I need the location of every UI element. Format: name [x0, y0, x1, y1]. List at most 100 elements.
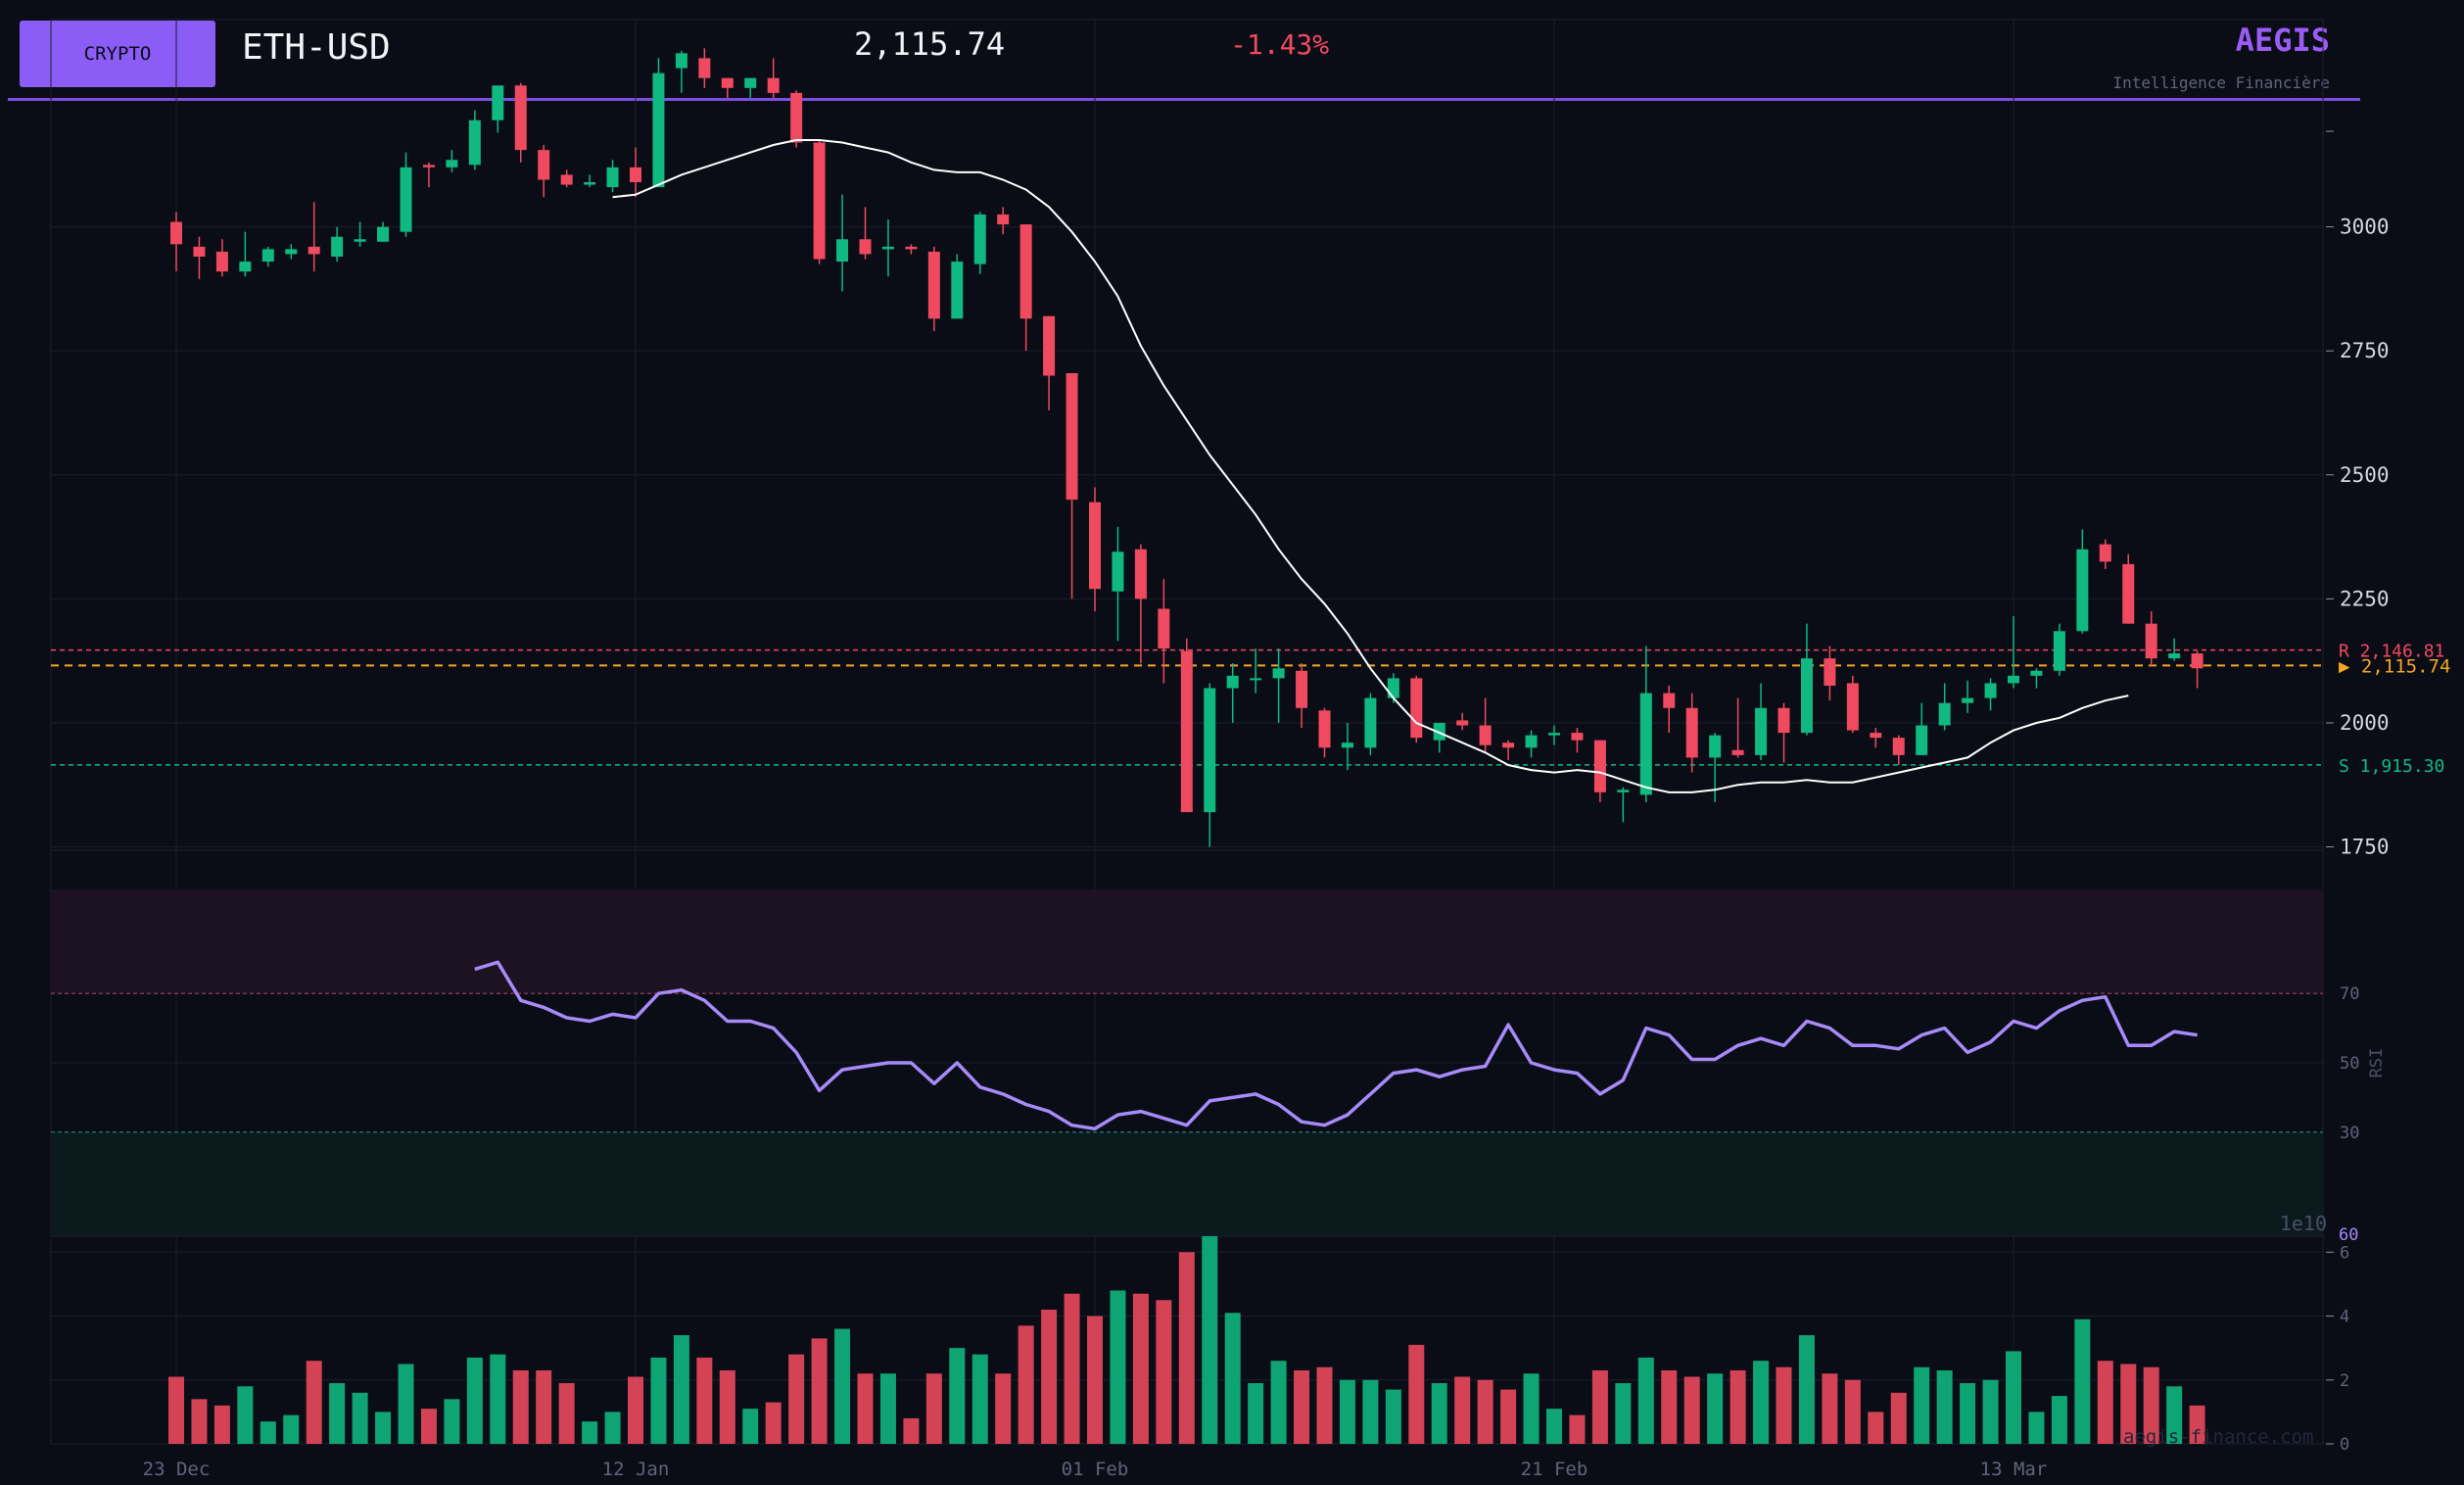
volume-bar	[1960, 1383, 1976, 1444]
candle-body	[1318, 710, 1331, 748]
volume-bar	[673, 1335, 689, 1444]
price-tick-label: 2000	[2340, 711, 2390, 735]
volume-bar	[857, 1373, 874, 1444]
candle-body	[538, 150, 550, 180]
x-tick-label: 01 Feb	[1062, 1459, 1129, 1480]
volume-scale-label: 1e10	[2280, 1212, 2327, 1235]
volume-bar	[1454, 1376, 1471, 1444]
candle-body	[2008, 675, 2019, 684]
volume-bar	[2028, 1412, 2045, 1444]
candle-body	[997, 214, 1010, 225]
candle-body	[377, 226, 390, 242]
candle-body	[1800, 658, 1813, 734]
volume-bar	[191, 1399, 208, 1444]
support-label: S 1,915.30	[2339, 756, 2444, 777]
x-tick-label: 13 Mar	[1980, 1459, 2048, 1480]
moving-average-line	[612, 139, 2129, 793]
volume-bar	[1936, 1369, 1953, 1444]
volume-bar	[2074, 1318, 2091, 1444]
volume-bar	[811, 1338, 828, 1444]
volume-bar	[1591, 1369, 1608, 1444]
candle-body	[1824, 658, 1836, 686]
candle-body	[514, 85, 527, 151]
volume-bar	[1294, 1369, 1310, 1444]
volume-bar	[260, 1421, 276, 1444]
volume-bar	[765, 1402, 782, 1444]
candle-body	[927, 251, 940, 319]
candle-body	[1593, 740, 1606, 792]
candle-body	[1685, 707, 1698, 758]
candle-body	[1916, 725, 1928, 755]
resistance-label: R 2,146.81	[2339, 642, 2444, 662]
volume-bar	[742, 1409, 759, 1444]
volume-current-label: 60	[2339, 1225, 2358, 1245]
volume-bar	[1569, 1414, 1586, 1444]
volume-bar	[420, 1409, 437, 1444]
candle-body	[698, 58, 711, 78]
brand-logo: AEGIS	[2235, 22, 2330, 59]
candle-body	[859, 239, 872, 255]
volume-bar	[536, 1369, 552, 1444]
volume-bar	[1316, 1366, 1333, 1444]
candle-body	[422, 165, 435, 168]
candle-body	[331, 236, 344, 257]
price-tick-label: 2500	[2340, 463, 2390, 487]
volume-bar	[306, 1361, 322, 1444]
candle-body	[492, 85, 504, 120]
candle-body	[2030, 670, 2043, 676]
rsi-overbought-zone	[51, 889, 2323, 994]
candle-body	[721, 77, 734, 88]
volume-bar	[1730, 1369, 1746, 1444]
price-tick-label: 2250	[2340, 587, 2390, 610]
x-tick-label: 21 Feb	[1521, 1459, 1588, 1480]
candle-body	[1089, 502, 1101, 590]
volume-bar	[1202, 1236, 1218, 1444]
volume-bar	[1753, 1361, 1770, 1444]
volume-bar	[1798, 1335, 1815, 1444]
volume-bar	[352, 1392, 368, 1444]
candle-body	[1066, 372, 1078, 501]
candle-body	[446, 160, 458, 168]
candle-body	[2076, 549, 2089, 632]
volume-tick-label: 6	[2340, 1243, 2349, 1263]
candle-body	[1962, 697, 1974, 703]
volume-bar	[1339, 1379, 1355, 1444]
volume-bar	[1224, 1313, 1241, 1444]
candle-body	[630, 167, 641, 183]
candle-body	[1479, 725, 1492, 745]
candle-body	[1709, 735, 1722, 758]
volume-bar	[1477, 1379, 1493, 1444]
candle-body	[652, 72, 665, 188]
volume-bar	[2006, 1351, 2021, 1444]
price-change: -1.43%	[1230, 28, 1330, 61]
rsi-line	[474, 960, 2198, 1131]
volume-bar	[375, 1412, 392, 1444]
rsi-axis-label: RSI	[2367, 1048, 2387, 1078]
volume-bar	[237, 1386, 254, 1444]
candle-body	[606, 167, 619, 188]
symbol-title: ETH-USD	[242, 27, 391, 68]
asset-class-badge: CRYPTO	[20, 21, 215, 87]
candle-body	[744, 77, 757, 88]
volume-bar	[879, 1373, 896, 1444]
candle-body	[1777, 707, 1790, 734]
candle-body	[285, 249, 298, 255]
last-price-label: ▶ 2,115.74	[2339, 655, 2450, 677]
candle-body	[2122, 563, 2135, 624]
candle-body	[1296, 670, 1308, 708]
volume-bar	[971, 1354, 988, 1444]
volume-bar	[582, 1421, 598, 1444]
candle-body	[767, 77, 780, 93]
candle-body	[1502, 742, 1515, 748]
volume-bar	[1018, 1325, 1034, 1444]
volume-bar	[168, 1376, 184, 1444]
volume-bar	[1707, 1373, 1724, 1444]
candle-body	[170, 221, 182, 245]
volume-bar	[444, 1399, 460, 1444]
volume-bar	[1822, 1373, 1838, 1444]
volume-bar	[604, 1412, 621, 1444]
candle-body	[193, 246, 206, 257]
candle-body	[308, 246, 320, 255]
volume-bar	[329, 1383, 346, 1444]
